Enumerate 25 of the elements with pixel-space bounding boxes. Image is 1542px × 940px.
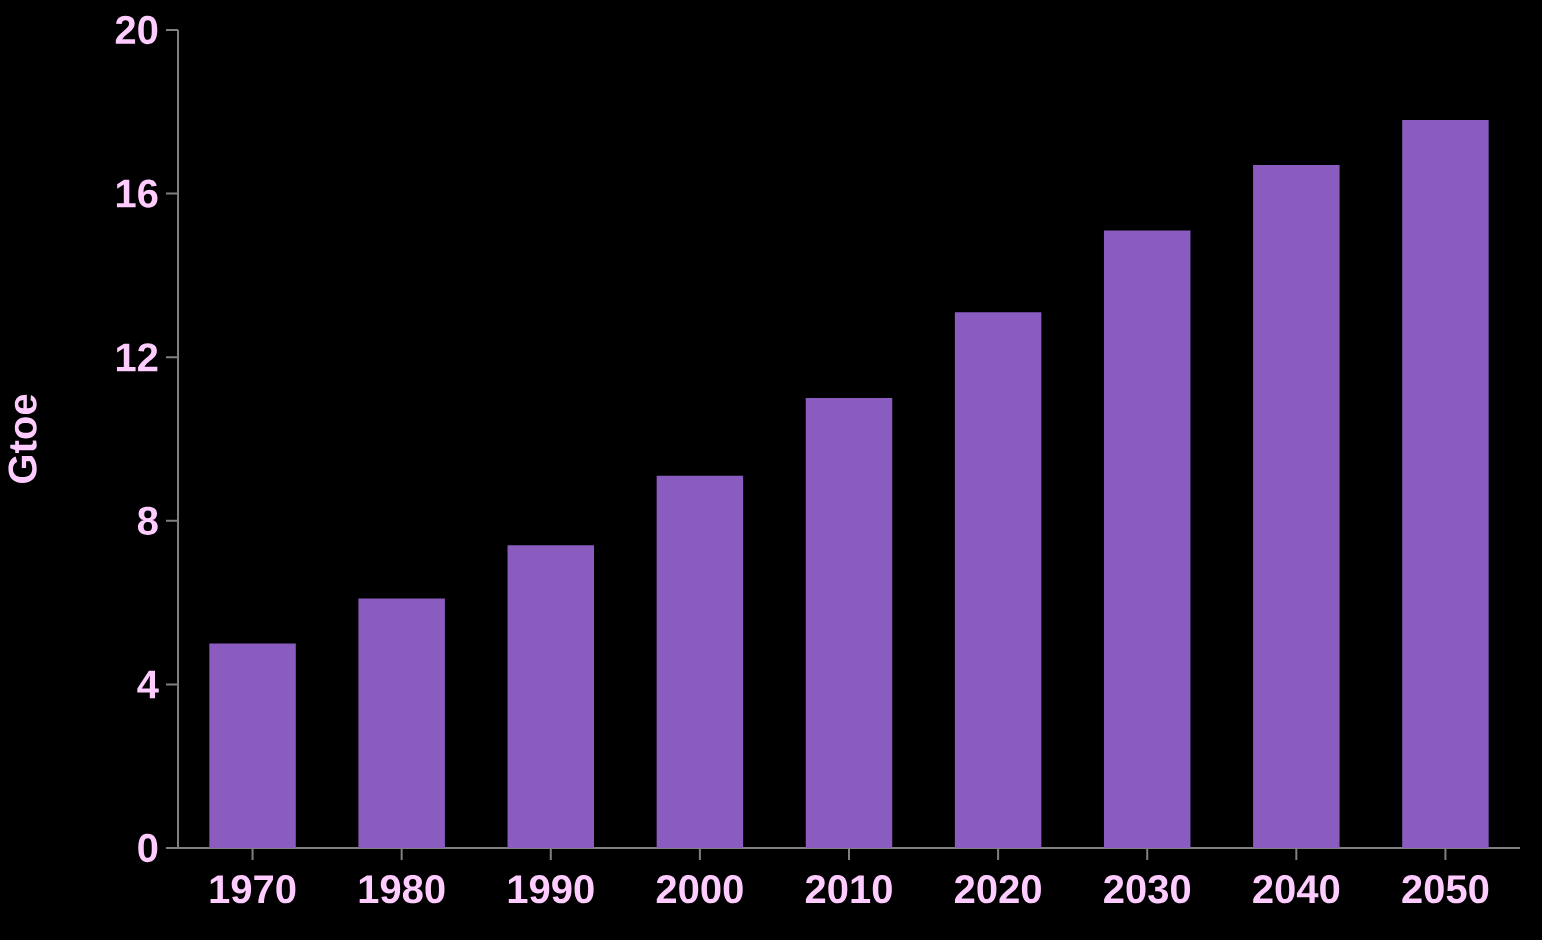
y-tick-label: 20	[115, 15, 158, 45]
bar	[1103, 230, 1191, 848]
bar	[805, 398, 893, 848]
bar	[954, 312, 1042, 848]
bar	[507, 545, 595, 848]
x-tick-label: 2030	[1104, 875, 1191, 904]
x-tick-label: 2050	[1402, 875, 1489, 904]
y-tick-label: 8	[137, 506, 158, 535]
y-axis-title: Gtoe	[8, 394, 37, 483]
x-tick-label: 2040	[1253, 875, 1340, 904]
bar	[209, 643, 296, 848]
bar	[1402, 119, 1489, 848]
x-tick-label: 1980	[359, 875, 445, 904]
x-tick-label: 1990	[508, 875, 594, 904]
x-tick-label: 1970	[210, 875, 296, 904]
bar	[358, 598, 445, 848]
x-tick-label: 2000	[656, 875, 743, 904]
y-tick-label: 12	[116, 343, 158, 372]
bar	[656, 475, 744, 848]
y-tick-label: 16	[116, 179, 158, 208]
bar	[1253, 164, 1340, 848]
y-tick-label: 0	[138, 833, 158, 863]
y-tick-label: 4	[137, 670, 159, 699]
x-tick-label: 2010	[805, 875, 892, 904]
x-tick-label: 2020	[954, 875, 1041, 904]
